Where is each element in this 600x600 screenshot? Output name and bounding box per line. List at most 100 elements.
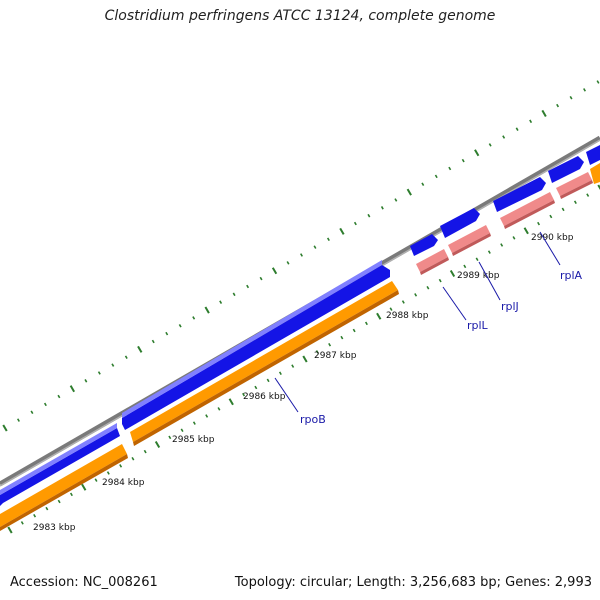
tick-mark (94, 478, 98, 482)
tick-mark (339, 227, 345, 235)
tick-mark (165, 331, 169, 336)
tick-mark (278, 371, 282, 376)
tick-mark (353, 221, 357, 226)
tick-mark (192, 421, 196, 425)
tick-mark (596, 80, 600, 84)
tick-mark (549, 214, 553, 219)
tick-mark (515, 127, 519, 131)
tick-mark (271, 267, 278, 275)
tick-mark (448, 166, 452, 171)
tick-mark (569, 95, 573, 100)
tick-mark (421, 182, 425, 186)
tick-mark (529, 119, 533, 124)
tick-mark (300, 253, 303, 257)
cds-forward-arrow (440, 208, 480, 238)
scale-label: 2985 kbp (172, 435, 215, 445)
tick-mark (228, 398, 234, 406)
reverse-strand-features (0, 163, 600, 531)
tick-mark (313, 245, 317, 249)
tick-mark (219, 300, 223, 304)
tick-mark (315, 350, 319, 354)
pink-feature (452, 233, 491, 256)
tick-mark (401, 300, 405, 304)
cds-forward-arrow (586, 145, 600, 165)
tick-mark (124, 355, 128, 359)
tick-mark (57, 499, 61, 504)
genome-summary-text: Topology: circular; Length: 3,256,683 bp… (234, 575, 592, 590)
tick-mark (2, 424, 8, 432)
tick-mark (583, 88, 587, 92)
tick-mark (178, 324, 182, 328)
tick-mark (20, 521, 24, 525)
tick-mark (406, 188, 412, 196)
tick-mark (81, 483, 87, 491)
tick-mark (487, 250, 491, 254)
scale-label: 2983 kbp (33, 523, 76, 533)
tick-mark (151, 339, 155, 344)
cds-forward-segment (122, 265, 390, 430)
inner-tick-ring (7, 184, 600, 534)
tick-mark (192, 316, 196, 320)
scale-label: 2988 kbp (386, 311, 429, 321)
cds-forward-segment (122, 260, 382, 418)
tick-mark (438, 278, 442, 283)
tick-mark (232, 292, 236, 297)
tick-mark (143, 449, 147, 454)
tick-mark (97, 371, 101, 375)
tick-mark (475, 257, 479, 262)
cds-reverse-segment (590, 163, 600, 184)
tick-mark (449, 269, 456, 278)
tick-mark (352, 328, 356, 333)
scale-label: 2989 kbp (457, 271, 500, 281)
gene-label-rpla: rplA (560, 269, 583, 282)
tick-mark (502, 135, 506, 139)
cds-reverse-segment (130, 281, 398, 442)
tick-mark (537, 221, 541, 226)
tick-mark (84, 379, 88, 383)
tick-mark (364, 321, 368, 326)
pink-feature (560, 180, 593, 199)
tick-mark (488, 143, 492, 147)
tick-mark (168, 435, 172, 440)
tick-mark (254, 385, 258, 390)
tick-mark (205, 414, 209, 418)
cds-reverse-segment (0, 454, 128, 531)
pink-feature (504, 200, 555, 229)
tick-mark (367, 213, 371, 218)
tick-mark (119, 464, 123, 468)
scale-labels: 2983 kbp 2984 kbp 2985 kbp 2986 kbp 2987… (33, 233, 574, 533)
tick-mark (394, 198, 398, 202)
tick-mark (69, 492, 73, 497)
tick-mark (586, 193, 590, 197)
gene-leaders (274, 231, 561, 413)
accession-text: Accession: NC_008261 (10, 575, 158, 590)
tick-mark (30, 410, 34, 415)
tick-mark (389, 307, 393, 311)
tick-mark (154, 440, 161, 449)
tick-mark (461, 158, 465, 163)
tick-mark (242, 392, 246, 397)
tick-mark (326, 237, 330, 242)
tick-mark (111, 363, 115, 367)
scale-label: 2984 kbp (102, 478, 145, 488)
pink-features (416, 172, 593, 275)
tick-mark (137, 345, 143, 353)
tick-mark (302, 355, 308, 363)
tick-mark (434, 174, 438, 179)
tick-mark (426, 285, 430, 290)
pink-feature (500, 192, 554, 226)
tick-mark (380, 206, 384, 210)
tick-mark (43, 402, 47, 407)
tick-mark (131, 456, 135, 461)
scale-label: 2986 kbp (243, 392, 286, 402)
gene-label-rplj: rplJ (501, 300, 519, 313)
tick-mark (259, 276, 263, 281)
tick-mark (512, 236, 516, 240)
tick-mark (246, 284, 250, 289)
pink-feature (420, 257, 449, 275)
cds-forward-arrow (410, 234, 438, 256)
cds-forward-segment (0, 428, 120, 506)
tick-mark (266, 378, 270, 383)
scale-label: 2990 kbp (531, 233, 574, 243)
